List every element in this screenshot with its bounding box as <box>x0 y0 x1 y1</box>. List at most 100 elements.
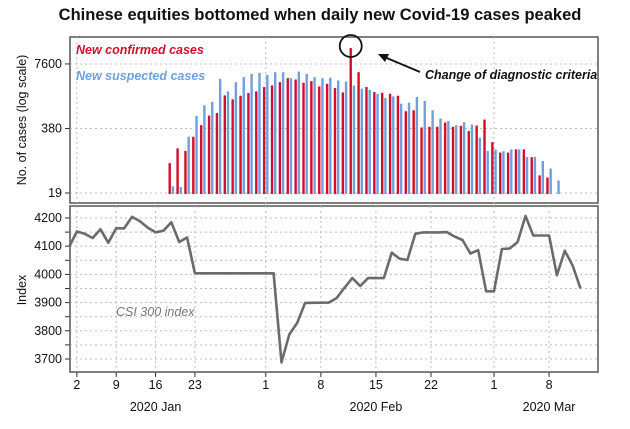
confirmed-cases-bar <box>483 119 486 194</box>
suspected-cases-bar <box>352 85 356 194</box>
confirmed-cases-bar <box>341 92 345 194</box>
confirmed-cases-bar <box>255 91 258 194</box>
confirmed-cases-bar <box>420 127 423 194</box>
suspected-cases-bar <box>502 151 505 194</box>
cases-y-tick-label: 7600 <box>34 57 62 71</box>
suspected-cases-bar <box>525 157 529 194</box>
suspected-cases-bar <box>218 78 222 194</box>
cases-panel: 19 380 7600 <box>34 34 599 204</box>
suspected-cases-bar <box>470 124 474 194</box>
csi300-line <box>67 214 582 364</box>
x-tick-label: 1 <box>262 378 269 392</box>
confirmed-cases-bar <box>443 122 447 194</box>
suspected-cases-bar <box>266 74 269 194</box>
suspected-cases-bar <box>415 97 419 194</box>
x-month-label: 2020 Jan <box>130 400 181 414</box>
confirmed-cases-bar <box>239 95 242 194</box>
index-y-tick-label: 4000 <box>34 267 62 281</box>
suspected-cases-bar <box>557 180 560 194</box>
csi300-series-label: CSI 300 index <box>116 305 195 319</box>
confirmed-cases-bar <box>530 157 533 194</box>
suspected-cases-bar <box>360 88 363 194</box>
index-y-tick-label: 4200 <box>34 211 62 225</box>
confirmed-cases-bar <box>499 152 502 194</box>
suspected-cases-bar <box>462 122 466 194</box>
suspected-cases-bar <box>274 72 277 194</box>
confirmed-cases-bar <box>546 177 549 194</box>
confirmed-cases-bar <box>192 136 195 194</box>
x-tick-label: 16 <box>149 378 163 392</box>
legend-suspected: New suspected cases <box>76 69 205 83</box>
confirmed-cases-bar <box>349 48 352 194</box>
suspected-cases-bar <box>195 115 198 194</box>
suspected-cases-bar <box>336 80 340 194</box>
suspected-cases-bar <box>549 168 552 194</box>
confirmed-cases-bar <box>467 131 470 194</box>
suspected-cases-bar <box>250 73 253 194</box>
cases-y-tick-label: 19 <box>48 186 62 200</box>
index-y-tick-label: 3700 <box>34 352 62 366</box>
confirmed-cases-bar <box>514 149 518 194</box>
suspected-cases-bar <box>431 110 434 194</box>
index-panel: 3700 3800 3900 4000 4100 4200 2 9 16 23 1 8 15 22 1 8 20… <box>34 205 599 414</box>
suspected-cases-bar <box>171 186 175 194</box>
suspected-cases-bar <box>258 72 261 194</box>
x-tick-label: 1 <box>491 378 498 392</box>
annotation-label: Change of diagnostic criteria <box>425 68 597 82</box>
suspected-cases-bar <box>533 157 537 194</box>
confirmed-cases-bar <box>262 87 266 194</box>
confirmed-cases-bar <box>522 149 526 194</box>
confirmed-cases-bar <box>278 82 282 194</box>
confirmed-cases-bar <box>451 126 455 194</box>
suspected-cases-bar <box>486 150 489 194</box>
confirmed-cases-bar <box>373 92 376 194</box>
suspected-cases-bar <box>541 160 544 194</box>
index-y-tick-label: 4100 <box>34 239 62 253</box>
suspected-cases-bar <box>321 78 324 194</box>
index-y-tick-label: 3900 <box>34 296 62 310</box>
suspected-cases-bar <box>289 78 293 194</box>
suspected-cases-bar <box>313 77 316 194</box>
suspected-cases-bar <box>242 77 245 194</box>
confirmed-cases-bar <box>247 93 250 194</box>
x-month-label: 2020 Mar <box>523 400 576 414</box>
confirmed-cases-bar <box>286 78 289 194</box>
confirmed-cases-bar <box>475 125 478 194</box>
confirmed-cases-bar <box>325 83 329 194</box>
x-tick-label: 8 <box>317 378 324 392</box>
index-y-tick-label: 3800 <box>34 324 62 338</box>
confirmed-cases-bar <box>270 85 274 194</box>
confirmed-cases-bar <box>428 126 431 194</box>
suspected-cases-bar <box>203 105 206 194</box>
confirmed-cases-bar <box>396 95 400 194</box>
confirmed-cases-bar <box>294 79 297 194</box>
confirmed-cases-bar <box>318 86 321 194</box>
confirmed-cases-bar <box>404 111 408 194</box>
suspected-cases-bar <box>187 136 190 194</box>
confirmed-cases-bar <box>506 152 510 194</box>
suspected-cases-bar <box>407 102 411 194</box>
x-tick-label: 2 <box>73 378 80 392</box>
suspected-cases-bar <box>211 101 214 194</box>
confirmed-cases-bar <box>310 81 313 194</box>
annotation-circle <box>338 34 363 58</box>
confirmed-cases-bar <box>207 115 211 194</box>
legend-confirmed: New confirmed cases <box>76 43 204 57</box>
suspected-cases-bar <box>510 149 513 194</box>
annotation-arrow-head <box>378 54 389 62</box>
suspected-cases-bar <box>234 82 238 194</box>
confirmed-cases-bar <box>176 148 179 194</box>
suspected-cases-bar <box>494 149 497 194</box>
suspected-cases-bar <box>226 91 230 194</box>
suspected-cases-bar <box>447 120 450 194</box>
chart-title: Chinese equities bottomed when daily new… <box>59 6 582 24</box>
x-tick-label: 15 <box>369 378 383 392</box>
suspected-cases-bar <box>478 137 482 194</box>
x-month-label: 2020 Feb <box>350 400 403 414</box>
confirmed-cases-bar <box>168 163 171 194</box>
confirmed-cases-bar <box>302 82 305 194</box>
x-tick-label: 9 <box>113 378 120 392</box>
suspected-cases-bar <box>368 89 371 194</box>
index-y-axis-label: Index <box>15 274 29 305</box>
